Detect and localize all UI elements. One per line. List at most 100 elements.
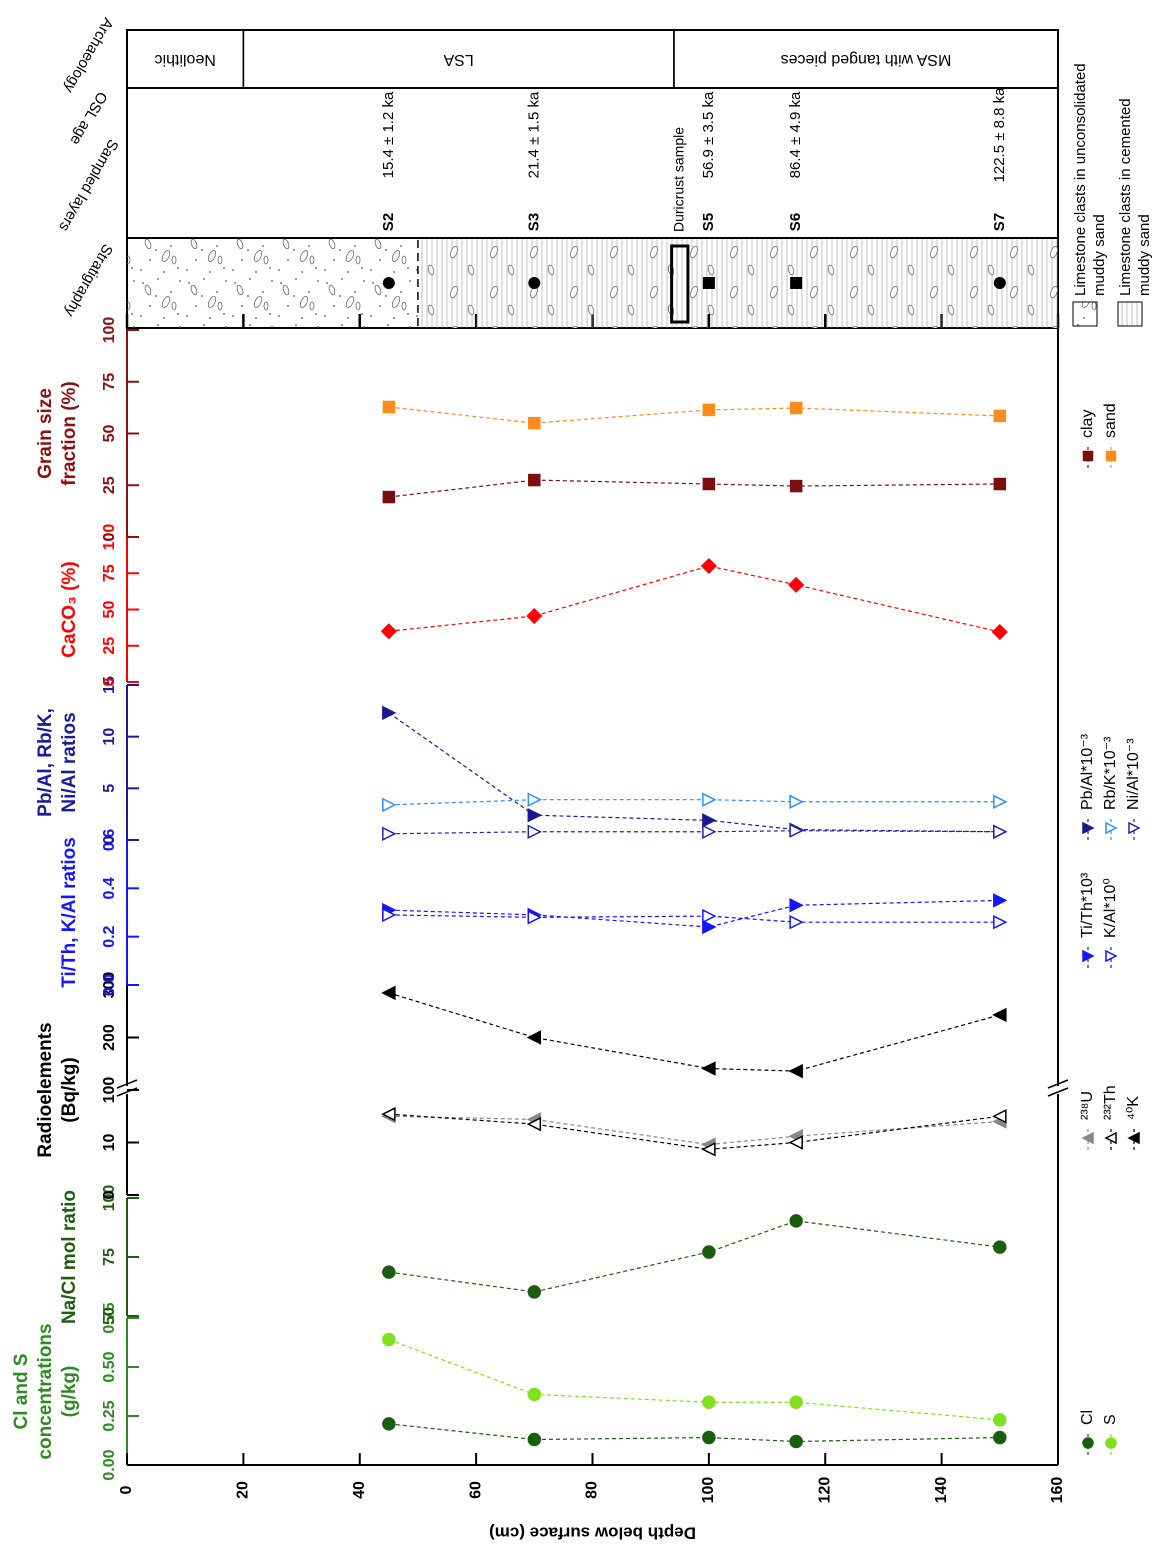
y-tick-label: 25 [101,476,118,494]
marker [993,824,1008,839]
sample-marker [790,277,803,289]
marker [700,557,717,575]
y-tick-label: 0 [101,677,118,686]
marker [527,910,542,925]
series-line [388,899,1000,928]
sample-label: S5 [700,213,717,231]
marker [526,1116,542,1132]
legend-label: ²³⁸U [1079,1091,1096,1120]
sample-label: S6 [787,213,804,231]
marker [993,1430,1007,1445]
y-tick-label: 5 [101,784,118,793]
y-tick-label: 0.75 [101,1302,118,1333]
osl-age: 15.4 ± 1.2 ka [380,91,397,178]
section-label: OSL age [66,89,110,148]
legend-label: Rb/K*10⁻³ [1102,736,1119,810]
marker [702,919,717,935]
osl-age: 86.4 ± 4.9 ka [787,91,804,178]
y-tick-label: 0.00 [101,1449,118,1480]
marker [789,401,803,415]
marker [527,824,542,839]
y-tick-label: 0.2 [101,925,118,947]
panel-title: Ti/Th, K/Al ratios [59,837,80,988]
marker [382,400,396,414]
marker [702,908,717,924]
marker [789,898,804,913]
marker [789,1395,803,1410]
panel-title: fraction (%) [59,381,80,486]
marker [527,807,542,823]
x-tick-label: 20 [235,1481,252,1499]
marker [382,705,397,721]
x-tick-label: 40 [351,1481,368,1499]
x-tick-label: 140 [933,1477,950,1504]
series-line [388,1220,1000,1293]
sample-marker [702,277,715,289]
marker [527,1387,542,1402]
y-tick-label: 0 [101,532,118,541]
y-tick-label: 50 [101,601,118,619]
strat-unit [127,238,418,328]
axis-break [1050,1086,1066,1094]
marker [702,1430,716,1445]
y-tick-label: 100 [101,1185,118,1212]
marker [789,1214,803,1228]
section-label: Stratigraphy [61,241,116,320]
panel-title: Na/Cl mol ratio [59,1190,80,1324]
marker [789,794,804,809]
marker [381,985,396,1001]
marker [702,824,717,839]
y-tick-label: 50 [101,1307,118,1325]
y-tick-label: 300 [101,972,118,999]
marker [788,1135,803,1150]
series-line [388,1423,1000,1443]
series-line [388,1338,1000,1421]
legend-marker [1082,821,1095,835]
series-line [388,830,1000,835]
marker [993,477,1007,491]
strat-legend-box [1072,301,1098,327]
panel-title: Grain size [35,388,56,479]
legend-marker [1105,821,1118,835]
marker [382,826,397,842]
marker [993,893,1008,908]
series-line [388,992,1000,1072]
section-label: Archaeology [60,15,117,96]
marker [702,1395,716,1410]
y-tick-label: 100 [101,1077,118,1104]
x-axis-title: Depth below surface (cm) [489,1524,696,1543]
marker [702,403,716,417]
legend-label: ²³²Th [1102,1085,1119,1120]
marker [789,479,803,493]
legend-marker [1128,821,1141,835]
series-line [388,479,1000,498]
panel-title: CaCO₃ (%) [59,561,80,657]
x-tick-label: 120 [816,1477,833,1504]
series-line [388,914,1000,923]
marker [527,1285,542,1299]
marker [992,1109,1007,1124]
marker [702,792,717,807]
legend-label: Ti/Th*10³ [1079,872,1096,938]
panel-title: (g/kg) [59,1366,80,1418]
y-tick-label: 0.50 [101,1351,118,1382]
marker [991,623,1008,641]
legend-marker [1105,949,1118,963]
series-line [388,712,1000,833]
series-line [388,406,1000,424]
marker [382,1265,396,1279]
legend-marker [1082,1437,1094,1449]
marker [381,1106,396,1122]
y-tick-label: 50 [101,425,118,443]
legend-label: Pb/Al*10⁻³ [1079,733,1096,810]
marker [527,1432,542,1447]
marker [789,914,804,930]
panel-title: Pb/Al, Rb/K, [35,708,56,817]
strat-legend-box [1117,301,1143,327]
x-tick-label: 80 [584,1481,601,1499]
archaeology-label: MSA with tanged pieces [781,51,952,68]
sample-label: S7 [991,213,1008,231]
archaeology-label: LSA [443,51,474,68]
y-tick-label: 0.0 [101,974,118,996]
sample-marker [993,277,1006,289]
